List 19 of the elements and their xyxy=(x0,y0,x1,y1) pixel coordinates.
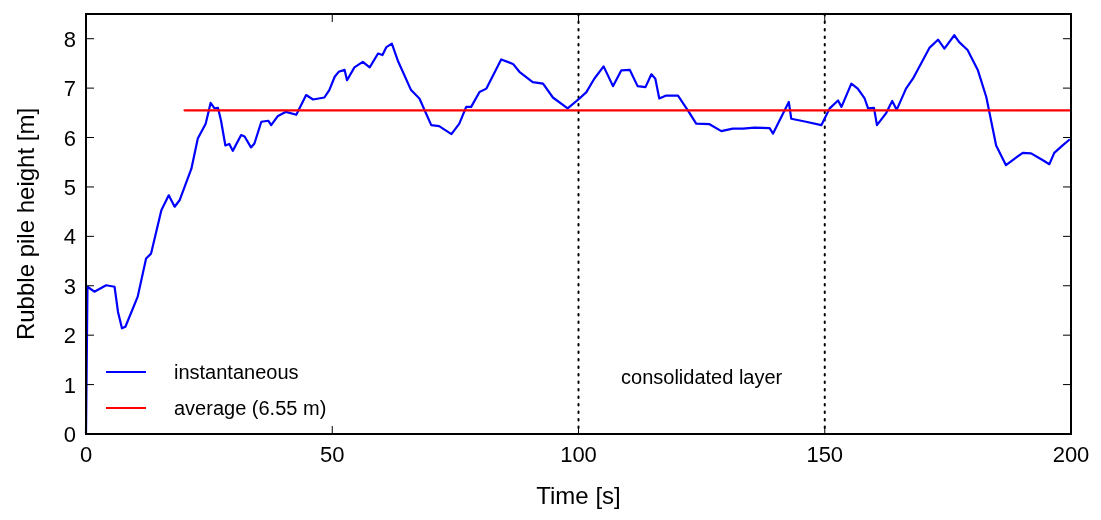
x-tick-label: 150 xyxy=(806,442,844,467)
y-tick-label: 0 xyxy=(63,422,76,447)
y-axis-title: Rubble pile height [m] xyxy=(12,107,39,341)
y-tick-label: 8 xyxy=(63,26,76,52)
y-tick-label: 1 xyxy=(63,372,76,398)
legend-label: instantaneous xyxy=(174,361,299,383)
x-tick-label: 0 xyxy=(79,442,93,467)
legend-label: average (6.55 m) xyxy=(174,397,327,419)
y-tick-label: 2 xyxy=(63,323,76,349)
x-tick-label: 50 xyxy=(320,442,345,467)
y-tick-label: 6 xyxy=(63,125,76,151)
y-tick-label: 5 xyxy=(63,174,76,200)
y-tick-label: 7 xyxy=(63,76,76,102)
x-axis-title: Time [s] xyxy=(536,482,621,509)
x-tick-label: 100 xyxy=(560,442,597,467)
y-tick-label: 3 xyxy=(63,273,76,299)
x-tick-label: 200 xyxy=(1052,442,1090,467)
y-tick-label: 4 xyxy=(63,224,76,250)
annotation: consolidated layer xyxy=(621,366,783,388)
